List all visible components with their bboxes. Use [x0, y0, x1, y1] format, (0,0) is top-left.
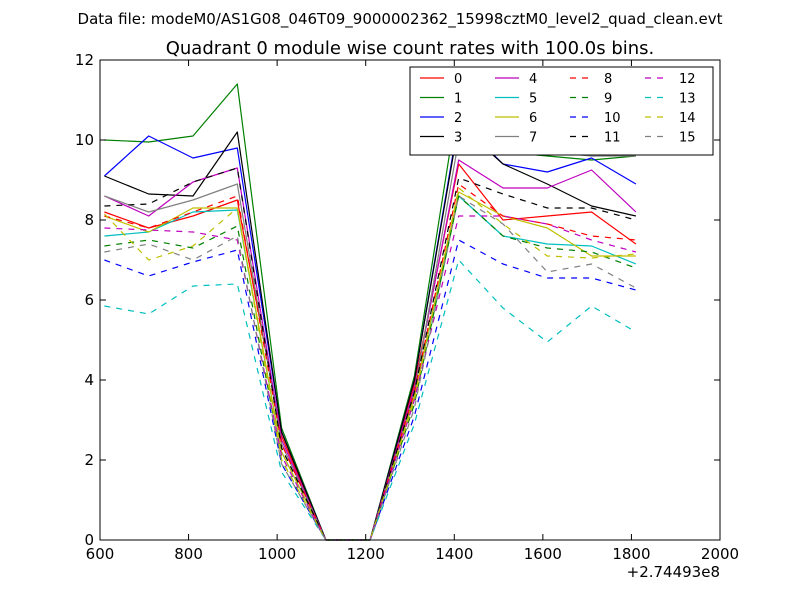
x-tick-label: 1200 — [347, 545, 385, 563]
y-tick-label: 12 — [75, 51, 94, 69]
legend-label-13: 13 — [679, 92, 696, 107]
suptitle: Data file: modeM0/AS1G08_046T09_90000023… — [78, 10, 723, 29]
x-offset-label: +2.74493e8 — [627, 563, 720, 581]
legend-label-5: 5 — [529, 92, 537, 107]
plot-frame — [99, 59, 721, 541]
y-tick-label: 6 — [84, 291, 94, 309]
x-tick-label: 1800 — [612, 545, 650, 563]
series-line-11 — [104, 167, 637, 541]
legend-label-10: 10 — [604, 111, 621, 126]
legend-label-1: 1 — [454, 92, 462, 107]
y-tick-label: 4 — [84, 371, 94, 389]
y-tick-label: 10 — [75, 131, 94, 149]
series-line-14 — [103, 187, 636, 541]
legend-label-2: 2 — [454, 111, 462, 126]
y-tick-label: 2 — [84, 451, 94, 469]
legend-label-11: 11 — [604, 131, 621, 146]
x-tick-label: 1400 — [435, 545, 473, 563]
legend-label-9: 9 — [604, 92, 612, 107]
legend-label-15: 15 — [679, 131, 696, 146]
legend-label-14: 14 — [679, 111, 696, 126]
legend-label-8: 8 — [604, 72, 612, 87]
x-tick-label: 1600 — [524, 545, 562, 563]
legend-label-6: 6 — [529, 111, 537, 126]
x-tick-label: 1000 — [258, 545, 296, 563]
x-tick-label: 2000 — [701, 545, 739, 563]
x-tick-label: 800 — [174, 545, 203, 563]
series-line-10 — [104, 239, 637, 541]
x-tick-label: 600 — [86, 545, 115, 563]
legend-label-7: 7 — [529, 131, 537, 146]
series-line-9 — [104, 195, 637, 541]
legend-label-12: 12 — [679, 72, 696, 87]
y-tick-label: 8 — [84, 211, 94, 229]
legend-label-0: 0 — [454, 72, 462, 87]
legend-label-4: 4 — [529, 72, 537, 87]
chart-title: Quadrant 0 module wise count rates with … — [166, 38, 655, 59]
legend-box — [409, 66, 714, 156]
y-tick-label: 0 — [84, 531, 94, 549]
legend-label-3: 3 — [454, 131, 462, 146]
